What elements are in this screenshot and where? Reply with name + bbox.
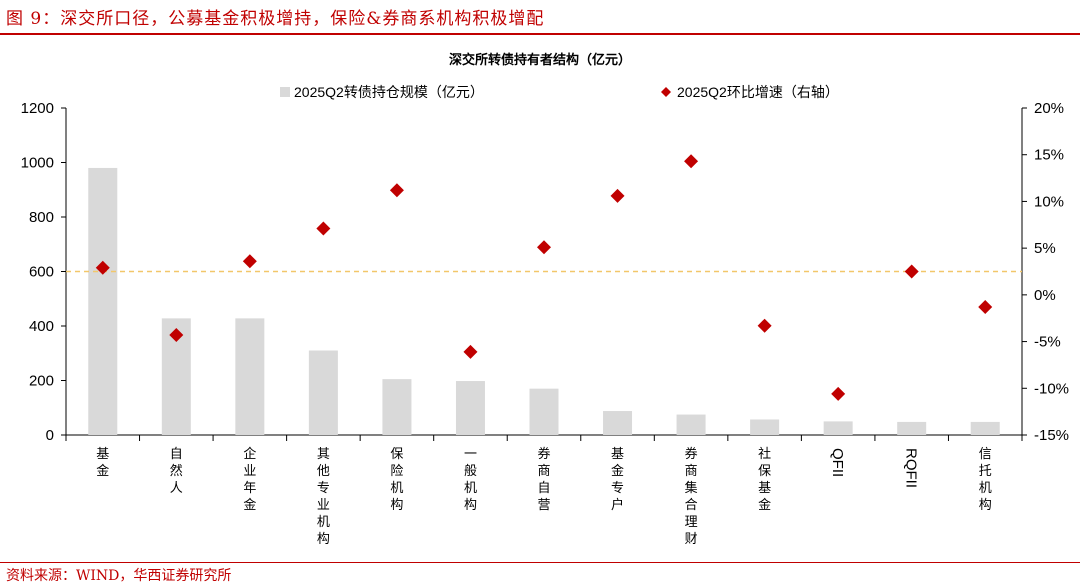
bar-10 — [750, 419, 780, 435]
category-label: 社保基金 — [758, 446, 771, 513]
y-right-tick-label: 15% — [1034, 147, 1064, 164]
bar-12 — [897, 421, 927, 435]
diamond-point-3 — [242, 254, 257, 269]
bar-13 — [970, 421, 1000, 435]
y-left-tick-label: 800 — [29, 209, 54, 226]
y-right-tick-label: -15% — [1034, 427, 1069, 444]
category-label: 基金专户 — [611, 447, 624, 513]
source-note: 资料来源：WIND，华西证券研究所 — [6, 568, 232, 584]
legend-swatch-bar — [280, 87, 290, 97]
diamond-point-13 — [978, 300, 993, 315]
y-left-tick-label: 200 — [29, 373, 54, 390]
figure-title: 图 9：深交所口径，公募基金积极增持，保险&券商系机构积极增配 — [6, 9, 545, 29]
category-label: 自然人 — [170, 447, 183, 496]
y-left-tick-label: 600 — [29, 264, 54, 281]
bar-8 — [603, 411, 633, 435]
diamond-point-6 — [463, 344, 478, 359]
category-label: 其他专业机构 — [317, 447, 330, 547]
bar-1 — [88, 167, 118, 435]
y-right-tick-label: 10% — [1034, 193, 1064, 210]
chart-title: 深交所转债持有者结构（亿元） — [449, 52, 631, 68]
y-right-tick-label: -10% — [1034, 380, 1069, 397]
bar-6 — [455, 381, 485, 435]
y-left-tick-label: 1000 — [21, 155, 54, 172]
category-label: 保险机构 — [390, 447, 403, 513]
chart: 深交所转债持有者结构（亿元） 2025Q2转债持仓规模（亿元） 2025Q2环比… — [21, 52, 1069, 547]
legend: 2025Q2转债持仓规模（亿元） 2025Q2环比增速（右轴） — [280, 84, 839, 100]
diamond-point-2 — [169, 328, 184, 343]
y-right-tick-label: -5% — [1034, 334, 1061, 351]
legend-label-bar: 2025Q2转债持仓规模（亿元） — [294, 84, 484, 100]
category-label: QFII — [829, 448, 846, 477]
category-label: 信托机构 — [979, 447, 992, 513]
diamond-point-10 — [757, 318, 772, 333]
y-right-tick-label: 0% — [1034, 287, 1056, 304]
diamond-point-7 — [537, 240, 551, 255]
category-label: 基金 — [96, 447, 109, 479]
bar-9 — [676, 414, 706, 435]
diamond-point-12 — [904, 264, 919, 279]
bar-11 — [823, 421, 853, 435]
legend-label-scatter: 2025Q2环比增速（右轴） — [677, 84, 839, 100]
diamond-point-11 — [831, 386, 846, 401]
y-left-tick-label: 1200 — [21, 100, 54, 117]
footer-divider — [0, 562, 1080, 563]
diamond-point-8 — [610, 188, 625, 203]
y-left-tick-label: 400 — [29, 318, 54, 335]
category-label: RQFII — [902, 448, 919, 488]
legend-swatch-diamond — [661, 87, 671, 97]
bar-7 — [529, 388, 559, 435]
category-label: 一般机构 — [464, 447, 477, 513]
category-label: 券商自营 — [537, 446, 550, 513]
y-right-tick-label: 20% — [1034, 100, 1064, 117]
diamond-point-4 — [316, 221, 331, 236]
diamond-point-1 — [95, 260, 110, 275]
category-label: 券商集合理财 — [685, 446, 698, 547]
category-label: 企业年金 — [243, 446, 256, 513]
diamond-point-5 — [389, 183, 404, 198]
title-divider — [0, 33, 1080, 35]
diamond-point-9 — [684, 154, 699, 169]
y-left-tick-label: 0 — [46, 427, 54, 444]
bar-4 — [308, 350, 338, 435]
y-right-tick-label: 5% — [1034, 240, 1056, 257]
bar-3 — [235, 318, 265, 435]
bar-5 — [382, 379, 412, 435]
